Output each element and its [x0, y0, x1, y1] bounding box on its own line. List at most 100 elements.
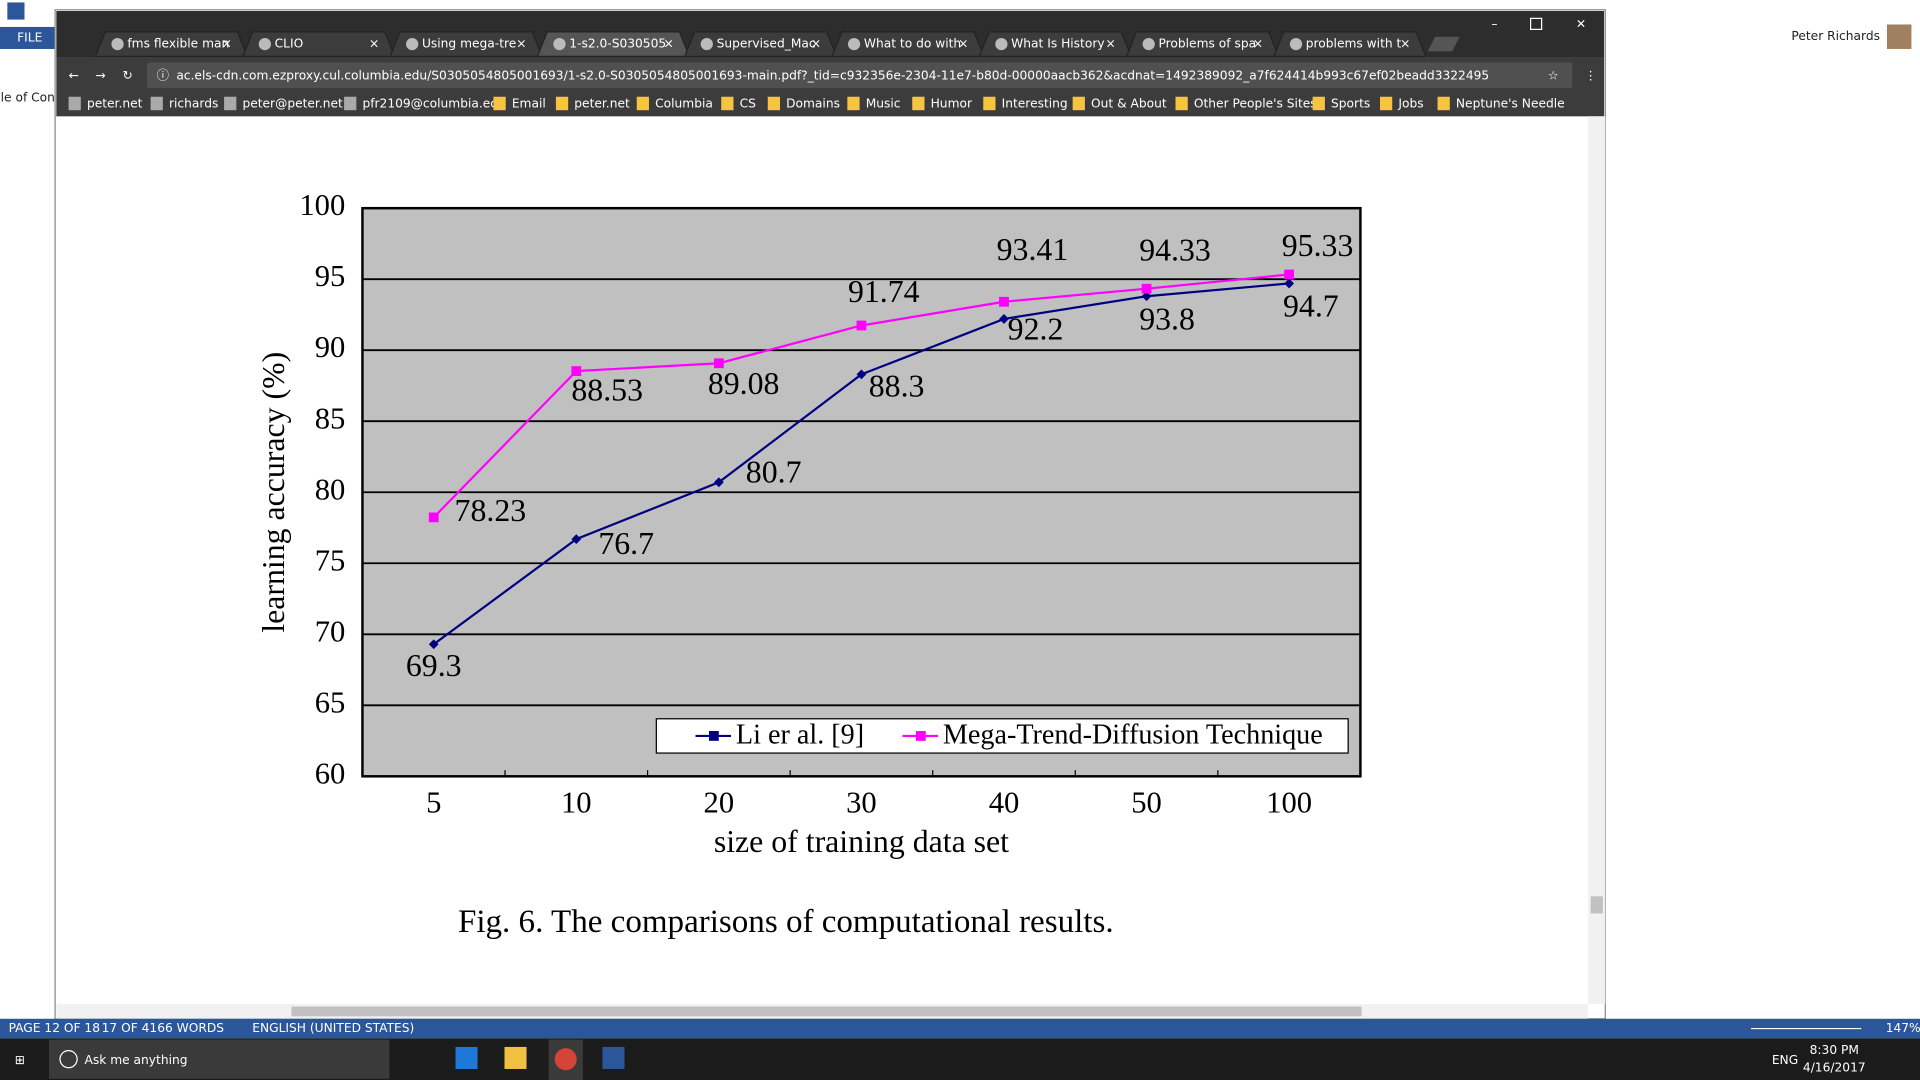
bookmark[interactable]: peter.net	[87, 97, 143, 111]
bookmark-icon	[68, 96, 81, 111]
tab[interactable]	[1273, 31, 1427, 57]
h-thumb[interactable]	[291, 1006, 1362, 1017]
bookmark-icon	[224, 96, 237, 111]
point	[856, 320, 867, 331]
bookmark[interactable]: Other People's Sites	[1194, 97, 1317, 111]
new-tab[interactable]	[1427, 36, 1460, 52]
caption: Fig. 6. The comparisons of computational…	[458, 904, 1114, 940]
tab[interactable]	[94, 31, 249, 57]
explorer-icon[interactable]	[504, 1046, 527, 1069]
bookmark[interactable]: Columbia	[655, 97, 713, 111]
start-button[interactable]: ⊞	[15, 1053, 25, 1067]
tab[interactable]	[683, 31, 838, 57]
reload[interactable]: ↻	[122, 68, 132, 82]
bookmark[interactable]: pfr2109@columbia.ec	[362, 97, 497, 111]
tab-close[interactable]: ×	[516, 37, 526, 51]
bookmark-icon	[344, 96, 357, 111]
info-icon[interactable]: ⓘ	[157, 68, 169, 82]
back[interactable]: ←	[69, 68, 79, 82]
forward[interactable]: →	[96, 68, 106, 82]
bookmark[interactable]: peter@peter.net	[242, 97, 343, 111]
bookmark[interactable]: peter.net	[574, 97, 630, 111]
tab-close[interactable]: ×	[1400, 37, 1410, 51]
bookmark[interactable]: CS	[740, 97, 757, 111]
y-tick-label: 95	[315, 259, 346, 293]
tab-title[interactable]: What to do with	[864, 37, 961, 51]
tab[interactable]	[831, 31, 985, 57]
tabs: fms flexible man× CLIO × Using mega-tre × 1-s…	[94, 31, 1460, 57]
bookmark[interactable]: Email	[512, 97, 546, 111]
v-thumb[interactable]	[1590, 896, 1603, 914]
bookmark[interactable]: Humor	[931, 97, 973, 111]
tab-title[interactable]: What Is History	[1011, 37, 1104, 51]
language[interactable]: ENGLISH (UNITED STATES)	[252, 1021, 414, 1035]
tab-close[interactable]: ×	[664, 37, 674, 51]
tab[interactable]	[1125, 31, 1280, 57]
file-tab-bg[interactable]	[0, 26, 56, 49]
bookmark[interactable]: Domains	[786, 97, 840, 111]
maximize[interactable]	[1530, 17, 1543, 30]
tab-close[interactable]: ×	[222, 37, 232, 51]
tab[interactable]	[389, 31, 543, 57]
point	[713, 477, 724, 488]
bookmark-icon	[636, 96, 649, 111]
y-tick-label: 70	[315, 614, 346, 648]
tab-title[interactable]: problems with t	[1306, 37, 1402, 51]
tab-title[interactable]: fms flexible man	[127, 37, 229, 51]
bookmark[interactable]: Jobs	[1397, 97, 1423, 111]
close[interactable]: ✕	[1576, 17, 1586, 31]
tab-close[interactable]: ×	[811, 37, 821, 51]
tab-title[interactable]: 1-s2.0-S030505	[569, 37, 666, 51]
tab-title[interactable]: CLIO	[275, 37, 304, 51]
menu[interactable]: ⋮	[1584, 68, 1596, 82]
y-tick-label: 85	[315, 401, 346, 435]
bookmark[interactable]: Music	[866, 97, 901, 111]
x-tick-label: 5	[426, 786, 441, 820]
star[interactable]: ☆	[1548, 68, 1559, 82]
bookmark-icon	[983, 96, 996, 111]
bookmark-icon	[767, 96, 780, 111]
omnibox[interactable]	[146, 62, 1573, 89]
point	[571, 534, 582, 545]
tab[interactable]	[241, 31, 396, 57]
tab-close[interactable]: ×	[1105, 37, 1115, 51]
search-text[interactable]: Ask me anything	[84, 1053, 187, 1067]
tab-title[interactable]: Problems of spa	[1158, 37, 1256, 51]
tab-favicon	[258, 37, 271, 51]
bookmark[interactable]: Out & About	[1091, 97, 1167, 111]
tab[interactable]	[978, 31, 1133, 57]
point	[1284, 269, 1295, 280]
tab[interactable]	[536, 31, 691, 57]
tab-close[interactable]: ×	[958, 37, 968, 51]
zoom[interactable]: 147%	[1886, 1021, 1920, 1035]
bookmark[interactable]: richards	[169, 97, 218, 111]
word-taskbar-icon[interactable]	[602, 1046, 625, 1069]
bookmark-icon	[912, 96, 925, 111]
v-scrollbar[interactable]	[1588, 116, 1606, 1005]
word-count[interactable]: 17 OF 4166 WORDS	[102, 1021, 225, 1035]
search-box[interactable]	[48, 1039, 390, 1079]
bookmark[interactable]: Sports	[1331, 97, 1370, 111]
status-bar	[0, 1018, 1920, 1039]
input-language[interactable]: ENG	[1772, 1053, 1798, 1067]
edge-icon[interactable]	[455, 1046, 478, 1069]
tab-title[interactable]: Supervised_Mac	[717, 37, 816, 51]
file-tab[interactable]: FILE	[17, 30, 42, 44]
tab-favicon	[553, 37, 566, 51]
bookmark[interactable]: Neptune's Needle	[1456, 97, 1565, 111]
bookmark[interactable]: Interesting	[1002, 97, 1068, 111]
y-tick-label: 75	[315, 543, 346, 577]
bookmark-icon	[1312, 96, 1325, 111]
tab-favicon	[847, 37, 861, 51]
user-name[interactable]: Peter Richards	[1791, 29, 1880, 43]
tab-close[interactable]: ×	[1253, 37, 1263, 51]
clock-date[interactable]: 4/16/2017	[1803, 1060, 1866, 1074]
minimize[interactable]: –	[1491, 17, 1497, 31]
clock-time[interactable]: 8:30 PM	[1810, 1043, 1859, 1057]
page-count[interactable]: PAGE 12 OF 18	[9, 1021, 100, 1035]
tab-favicon	[111, 37, 124, 51]
tab-title[interactable]: Using mega-tre	[422, 37, 516, 51]
url-host[interactable]: ac.els-cdn.com.ezproxy.cul.columbia.edu	[176, 68, 427, 82]
tab-close[interactable]: ×	[369, 37, 379, 51]
url-path[interactable]: /S0305054805001693/1-s2.0-S0305054805001…	[427, 68, 1489, 82]
